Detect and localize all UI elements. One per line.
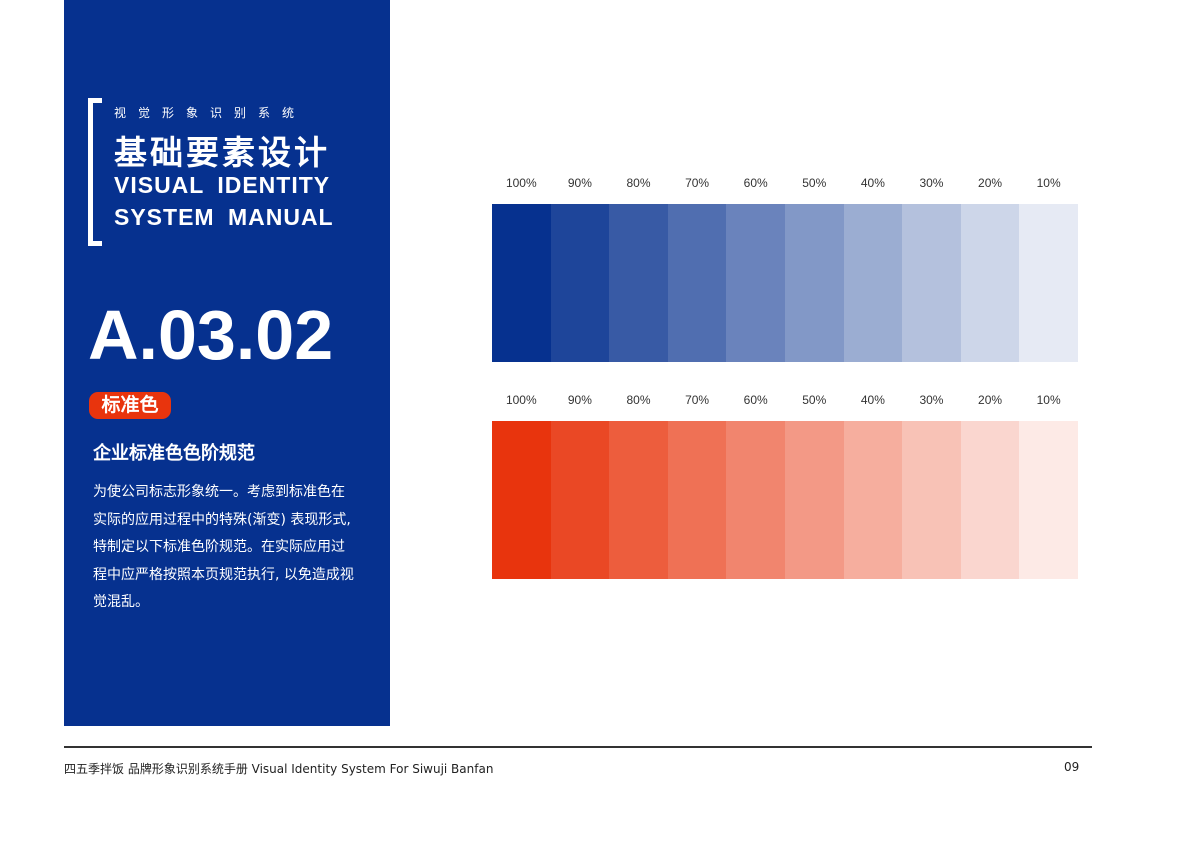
scale-swatches	[492, 204, 1078, 362]
tint-label: 90%	[567, 176, 592, 190]
footer-text: 四五季拌饭 品牌形象识别系统手册 Visual Identity System …	[64, 762, 494, 776]
tint-swatch	[902, 204, 961, 362]
tint-swatch	[667, 421, 727, 579]
page-number: 09	[1064, 760, 1080, 774]
bracket-decoration	[88, 98, 102, 246]
tint-swatch	[726, 204, 785, 362]
tint-label: 100%	[505, 393, 537, 407]
tint-swatch	[726, 421, 785, 579]
tint-swatch	[609, 204, 668, 362]
tint-label: 70%	[685, 176, 710, 190]
tint-swatch	[492, 421, 551, 579]
tint-label: 50%	[802, 176, 827, 190]
tint-swatch	[1019, 204, 1078, 362]
tint-label: 80%	[626, 393, 651, 407]
subtitle: 视觉形象识别系统	[114, 106, 307, 120]
side-panel	[64, 0, 390, 726]
tint-swatch	[784, 421, 844, 579]
scale-swatches	[492, 421, 1078, 579]
tint-swatch	[609, 421, 668, 579]
tint-label: 10%	[1036, 176, 1061, 190]
tint-label: 60%	[743, 393, 768, 407]
tint-label: 40%	[860, 176, 885, 190]
tint-swatch	[550, 204, 610, 362]
section-code: A.03.02	[88, 296, 334, 374]
section-description: 为使公司标志形象统一。考虑到标准色在实际的应用过程中的特殊(渐变) 表现形式, …	[93, 484, 354, 610]
tint-label: 60%	[743, 176, 768, 190]
tint-swatch	[843, 204, 903, 362]
tint-label: 20%	[978, 393, 1003, 407]
tint-label: 80%	[626, 176, 651, 190]
tint-label: 90%	[567, 393, 592, 407]
tint-label: 50%	[802, 393, 827, 407]
section-badge: 标准色	[89, 392, 171, 419]
tint-label: 10%	[1036, 393, 1061, 407]
scale-labels: 100% 90% 80% 70% 60% 50% 40% 30% 20% 10%	[492, 393, 1078, 413]
scale-labels: 100% 90% 80% 70% 60% 50% 40% 30% 20% 10%	[492, 176, 1078, 196]
title-cn: 基础要素设计	[114, 133, 330, 172]
tint-swatch	[784, 204, 844, 362]
tint-label: 70%	[685, 393, 710, 407]
tint-swatch	[1019, 421, 1078, 579]
tint-label: 30%	[919, 176, 944, 190]
tint-swatch	[667, 204, 727, 362]
footer-divider	[64, 746, 1092, 748]
tint-label: 30%	[919, 393, 944, 407]
tint-label: 20%	[978, 176, 1003, 190]
tint-swatch	[902, 421, 961, 579]
tint-swatch	[843, 421, 903, 579]
tint-swatch	[550, 421, 610, 579]
section-heading: 企业标准色色阶规范	[93, 443, 255, 464]
tint-label: 100%	[505, 176, 537, 190]
title-en-1: VISUAL IDENTITY	[114, 172, 331, 198]
title-en-2: SYSTEM MANUAL	[114, 204, 334, 230]
tint-label: 40%	[860, 393, 885, 407]
tint-swatch	[960, 204, 1020, 362]
tint-swatch	[960, 421, 1020, 579]
tint-swatch	[492, 204, 551, 362]
